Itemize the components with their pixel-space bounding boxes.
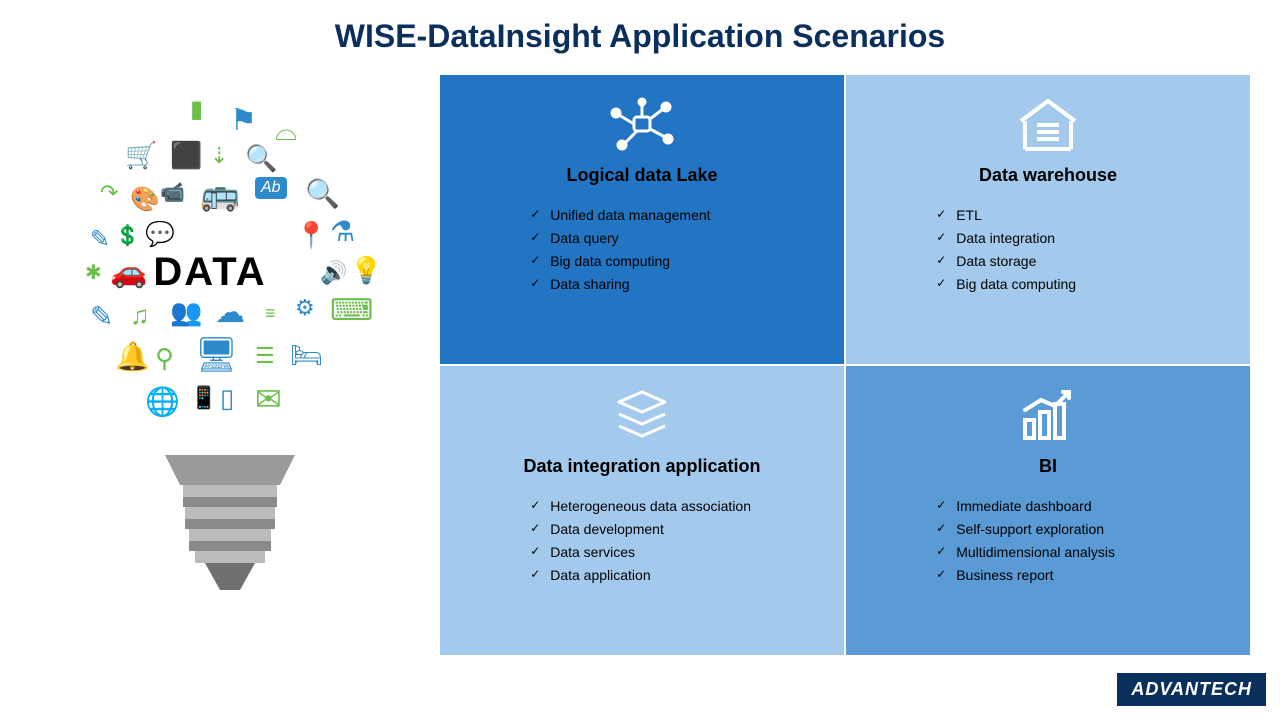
list-item: Big data computing bbox=[936, 275, 1160, 294]
list-item: Multidimensional analysis bbox=[936, 543, 1160, 562]
content-area: ▮ ⚑ ⌓ 🛒 ⬛ ⇣ 🔍 ↷ 🎨 📹 🚌 Ab 🔍 ✎ 💲 💬 📍 ⚗ ✱ 🚗… bbox=[0, 75, 1280, 655]
lightbulb-illustration: ▮ ⚑ ⌓ 🛒 ⬛ ⇣ 🔍 ↷ 🎨 📹 🚌 Ab 🔍 ✎ 💲 💬 📍 ⚗ ✱ 🚗… bbox=[60, 85, 400, 645]
card-logical-data-lake: Logical data Lake Unified data managemen… bbox=[440, 75, 844, 364]
chart-icon bbox=[1013, 384, 1083, 448]
card-title: BI bbox=[1039, 456, 1057, 477]
card-data-integration: Data integration application Heterogeneo… bbox=[440, 366, 844, 655]
card-list: Unified data management Data query Big d… bbox=[530, 206, 754, 298]
list-item: Business report bbox=[936, 566, 1160, 585]
list-item: Unified data management bbox=[530, 206, 754, 225]
card-list: ETL Data integration Data storage Big da… bbox=[936, 206, 1160, 298]
card-data-warehouse: Data warehouse ETL Data integration Data… bbox=[846, 75, 1250, 364]
illustration-panel: ▮ ⚑ ⌓ 🛒 ⬛ ⇣ 🔍 ↷ 🎨 📹 🚌 Ab 🔍 ✎ 💲 💬 📍 ⚗ ✱ 🚗… bbox=[50, 75, 410, 655]
page-title: WISE-DataInsight Application Scenarios bbox=[0, 0, 1280, 55]
list-item: Immediate dashboard bbox=[936, 497, 1160, 516]
card-title: Data integration application bbox=[523, 456, 760, 477]
advantech-logo: ADVANTECH bbox=[1117, 673, 1266, 706]
list-item: Data services bbox=[530, 543, 754, 562]
card-bi: BI Immediate dashboard Self-support expl… bbox=[846, 366, 1250, 655]
list-item: Heterogeneous data association bbox=[530, 497, 754, 516]
network-icon bbox=[607, 93, 677, 157]
card-title: Data warehouse bbox=[979, 165, 1117, 186]
list-item: Self-support exploration bbox=[936, 520, 1160, 539]
bulb-center-text: DATA bbox=[60, 250, 360, 295]
list-item: Data development bbox=[530, 520, 754, 539]
list-item: Data query bbox=[530, 229, 754, 248]
list-item: ETL bbox=[936, 206, 1160, 225]
cards-grid: Logical data Lake Unified data managemen… bbox=[440, 75, 1250, 655]
list-item: Data application bbox=[530, 566, 754, 585]
bulb-base-icon bbox=[165, 455, 295, 605]
list-item: Data integration bbox=[936, 229, 1160, 248]
layers-icon bbox=[607, 384, 677, 448]
list-item: Big data computing bbox=[530, 252, 754, 271]
card-list: Heterogeneous data association Data deve… bbox=[530, 497, 754, 589]
card-title: Logical data Lake bbox=[566, 165, 717, 186]
card-list: Immediate dashboard Self-support explora… bbox=[936, 497, 1160, 589]
list-item: Data storage bbox=[936, 252, 1160, 271]
warehouse-icon bbox=[1013, 93, 1083, 157]
list-item: Data sharing bbox=[530, 275, 754, 294]
